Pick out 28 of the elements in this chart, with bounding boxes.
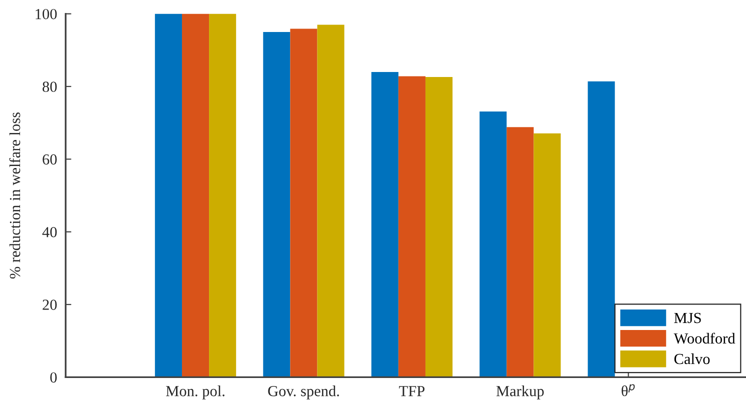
- bar: [317, 24, 344, 378]
- bar: [425, 77, 453, 378]
- legend-label: MJS: [674, 312, 701, 324]
- bar: [480, 112, 507, 378]
- y-tick-label: 80: [42, 82, 57, 92]
- y-tick-label: 40: [42, 226, 57, 238]
- y-tick-label: 20: [42, 300, 57, 310]
- bar: [154, 14, 182, 378]
- legend-label: Calvo: [674, 353, 710, 364]
- x-tick-label: TFP: [399, 386, 424, 396]
- bar: [506, 127, 534, 378]
- bar: [588, 81, 615, 378]
- y-axis-title: % reduction in welfare loss: [9, 112, 20, 279]
- bar: [209, 14, 236, 378]
- x-tick-label: θ$^{p}$: [622, 384, 635, 396]
- bar: [371, 72, 398, 378]
- y-tick-label: 60: [42, 154, 57, 165]
- legend-label: Woodford: [674, 332, 736, 344]
- bar: [290, 28, 318, 378]
- bar: [182, 14, 210, 378]
- bar: [398, 76, 426, 378]
- x-tick-label: Mon. pol.: [166, 386, 224, 400]
- x-tick-label: Gov. spend.: [268, 386, 339, 400]
- y-tick-label: 100: [36, 8, 57, 20]
- x-tick-label: Markup: [496, 386, 544, 400]
- bar: [263, 32, 290, 378]
- bar: [534, 133, 561, 378]
- y-tick-label: 0: [50, 372, 57, 383]
